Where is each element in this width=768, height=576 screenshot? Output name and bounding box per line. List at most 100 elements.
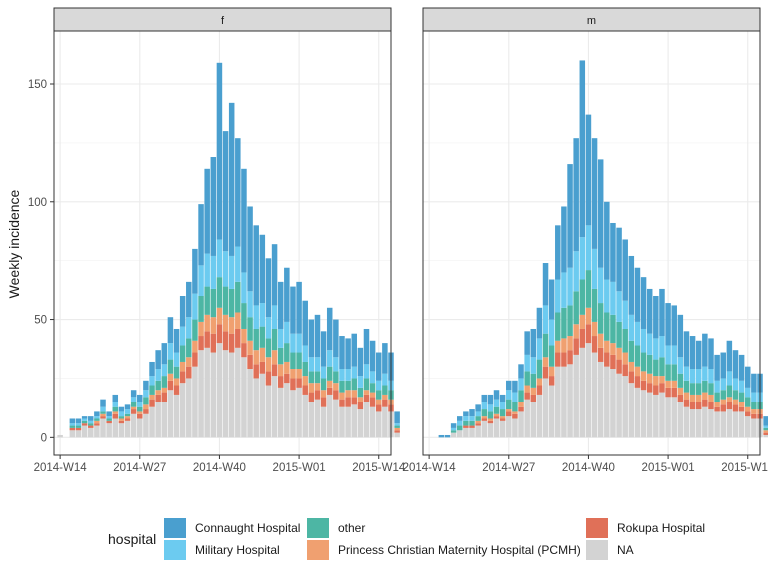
- bar-segment: [149, 361, 155, 377]
- bar-segment: [375, 404, 382, 412]
- bar-segment: [475, 416, 481, 421]
- bar-segment: [536, 359, 543, 379]
- y-tick-label: 150: [28, 79, 47, 91]
- bar-segment: [732, 378, 739, 391]
- bar-segment: [284, 343, 290, 362]
- bar-segment: [198, 296, 204, 322]
- bar-segment: [524, 354, 530, 372]
- bar-segment: [695, 409, 702, 438]
- bar-segment: [320, 397, 327, 407]
- bar-segment: [481, 394, 488, 402]
- bar-segment: [604, 340, 610, 353]
- bar-segment: [702, 380, 708, 393]
- bar-segment: [290, 286, 296, 334]
- bar-segment: [216, 324, 223, 344]
- bar-segment: [610, 354, 616, 370]
- bar-segment: [744, 397, 751, 407]
- bar-segment: [646, 373, 653, 384]
- bar-segment: [357, 409, 364, 438]
- bar-segment: [106, 418, 112, 421]
- bar-segment: [308, 357, 315, 372]
- bar-segment: [167, 359, 174, 374]
- bar-segment: [561, 366, 567, 438]
- bar-segment: [296, 369, 302, 379]
- bar-segment: [616, 373, 622, 438]
- bar-segment: [714, 406, 720, 412]
- bar-segment: [548, 385, 555, 438]
- bar-segment: [228, 288, 235, 318]
- bar-segment: [357, 397, 364, 402]
- bar-segment: [198, 265, 204, 296]
- bar-segment: [708, 409, 714, 438]
- bar-segment: [469, 427, 475, 438]
- bar-segment: [536, 307, 543, 339]
- bar-segment: [659, 392, 665, 438]
- x-tick-label: 2014-W27: [113, 462, 166, 474]
- bar-segment: [450, 427, 457, 431]
- bar-segment: [616, 227, 622, 292]
- bar-segment: [512, 392, 518, 402]
- bar-segment: [597, 347, 604, 362]
- bar-segment: [339, 369, 345, 381]
- bar-segment: [536, 385, 543, 395]
- bar-segment: [271, 364, 278, 377]
- bar-segment: [738, 406, 745, 412]
- bar-segment: [579, 279, 586, 315]
- bar-segment: [271, 244, 278, 306]
- bar-segment: [382, 385, 388, 395]
- bar-segment: [708, 394, 714, 402]
- bar-segment: [210, 352, 217, 438]
- bar-segment: [161, 392, 168, 402]
- bar-segment: [604, 201, 610, 280]
- bar-segment: [628, 255, 635, 315]
- bar-segment: [173, 328, 180, 353]
- bar-segment: [573, 251, 579, 292]
- bar-segment: [339, 380, 345, 393]
- bar-segment: [222, 286, 229, 315]
- bar-segment: [130, 409, 137, 414]
- bar-segment: [375, 380, 382, 391]
- bar-segment: [112, 406, 119, 412]
- bar-segment: [155, 369, 161, 381]
- bar-segment: [216, 343, 223, 438]
- bar-segment: [744, 406, 751, 412]
- bar-segment: [475, 404, 481, 412]
- bar-segment: [357, 347, 364, 377]
- bar-segment: [567, 336, 573, 351]
- bar-segment: [738, 354, 745, 381]
- bar-segment: [597, 267, 604, 304]
- bar-segment: [677, 387, 684, 395]
- bar-segment: [487, 420, 494, 424]
- bar-segment: [69, 427, 76, 431]
- bar-segment: [726, 402, 733, 410]
- bar-segment: [308, 319, 315, 358]
- bar-segment: [702, 399, 708, 407]
- bar-segment: [345, 390, 351, 398]
- bar-segment: [720, 404, 726, 412]
- facet-strip-label: f: [221, 15, 225, 27]
- bar-segment: [375, 411, 382, 438]
- bar-segment: [481, 418, 488, 421]
- bar-segment: [671, 305, 677, 346]
- bar-segment: [284, 267, 290, 322]
- bar-segment: [469, 420, 475, 426]
- bar-segment: [290, 352, 296, 370]
- bar-segment: [296, 281, 302, 334]
- bar-segment: [438, 434, 445, 438]
- bar-segment: [646, 333, 653, 355]
- bar-segment: [512, 411, 518, 414]
- bar-segment: [683, 380, 690, 393]
- bar-segment: [357, 402, 364, 410]
- bar-segment: [186, 357, 192, 367]
- bar-segment: [573, 291, 579, 325]
- bar-segment: [241, 272, 247, 304]
- bar-segment: [106, 416, 112, 419]
- bar-segment: [112, 418, 119, 438]
- bar-segment: [222, 314, 229, 332]
- bar-segment: [265, 371, 272, 386]
- bar-segment: [369, 406, 376, 438]
- bar-segment: [277, 347, 284, 365]
- bar-segment: [259, 303, 266, 327]
- bar-segment: [137, 394, 143, 402]
- bar-segment: [591, 336, 598, 353]
